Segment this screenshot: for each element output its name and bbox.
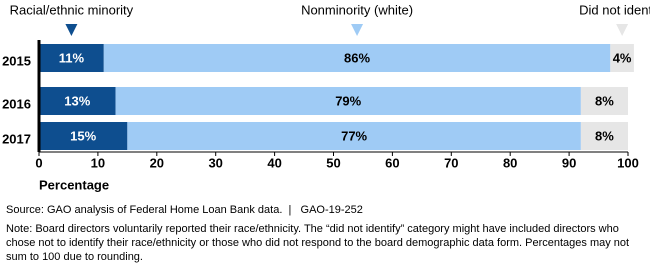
- bar-segment: [580, 87, 628, 115]
- x-tick-label: 100: [617, 155, 639, 170]
- x-tick-label: 40: [267, 155, 281, 170]
- bar-segment: [127, 122, 581, 150]
- note: Note: Board directors voluntarily report…: [6, 223, 630, 263]
- legend-marker: [65, 24, 78, 36]
- bar-segment: [103, 44, 611, 72]
- x-tick-label: 60: [385, 155, 399, 170]
- x-tick-label: 0: [35, 155, 42, 170]
- data-label: 13%: [64, 93, 90, 108]
- legend-marker: [351, 24, 364, 36]
- y-tick-label: 2016: [2, 96, 31, 111]
- x-tick-label: 10: [91, 155, 105, 170]
- x-tick-label: 70: [444, 155, 458, 170]
- bar-segment: [39, 87, 116, 115]
- source: Source: GAO analysis of Federal Home Loa…: [6, 204, 363, 216]
- data-label: 79%: [335, 93, 361, 108]
- x-tick-label: 90: [562, 155, 576, 170]
- y-tick-label: 2015: [2, 53, 31, 68]
- x-tick-label: 20: [150, 155, 164, 170]
- bar-segment: [39, 44, 104, 72]
- data-label: 8%: [595, 93, 614, 108]
- legend-label: Nonminority (white): [301, 2, 413, 17]
- bar-segment: [580, 122, 628, 150]
- legend-label: Racial/ethnic minority: [10, 2, 134, 17]
- legend-marker: [616, 24, 629, 36]
- data-label: 86%: [344, 50, 370, 65]
- data-label: 77%: [341, 128, 367, 143]
- chart: Percentage 0 10 20 30 40 50 60 70 80 90 100 2015 11%…: [2, 2, 650, 192]
- x-tick-label: 30: [208, 155, 222, 170]
- legend-label: Did not identify: [579, 2, 650, 17]
- data-label: 11%: [59, 50, 85, 65]
- x-axis-label: Percentage: [39, 177, 109, 192]
- bar-segment: [610, 44, 634, 72]
- bar-segment: [39, 122, 128, 150]
- data-label: 8%: [595, 128, 614, 143]
- bar-segment: [115, 87, 581, 115]
- data-label: 15%: [70, 128, 96, 143]
- y-tick-label: 2017: [2, 131, 31, 146]
- x-tick-label: 80: [503, 155, 517, 170]
- x-tick-label: 50: [326, 155, 340, 170]
- data-label: 4%: [613, 50, 632, 65]
